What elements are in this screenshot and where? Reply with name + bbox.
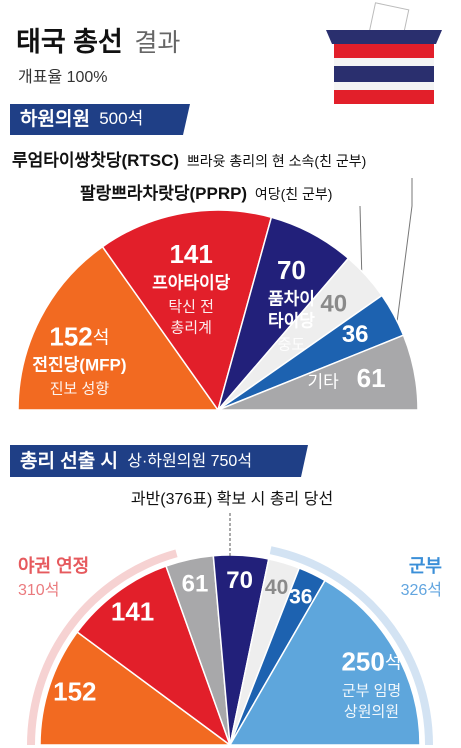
- title-suffix: 결과: [134, 29, 180, 57]
- text-line: 탁신 전: [168, 298, 214, 315]
- section-subtitle: 500석: [99, 109, 143, 128]
- group-arc: [269, 546, 433, 745]
- section-header: 총리 선출 시 상·하원의원 750석: [20, 450, 252, 472]
- section-title: 총리 선출 시: [20, 450, 118, 472]
- party-name: 팔랑쁘라차랏당(PPRP): [80, 184, 247, 203]
- value-label: 70: [277, 255, 306, 285]
- value-label: 61: [357, 363, 386, 393]
- segment-name: 프아타이당: [152, 274, 231, 293]
- leader-line: [395, 178, 413, 331]
- segment-description: 중도: [278, 336, 306, 353]
- annotation: 과반(376표) 확보 시 총리 당선: [131, 490, 333, 508]
- subtitle: 개표율 100%: [18, 68, 108, 86]
- pie-segment: [17, 245, 220, 411]
- text-line: 상원의원: [344, 703, 399, 720]
- value-label: 40: [320, 291, 347, 318]
- callout: 루엄타이쌍찻당(RTSC) 쁘라윳 총리의 현 소속(친 군부): [12, 150, 366, 170]
- text-line: 석: [385, 652, 402, 672]
- value-label: 40: [265, 576, 288, 599]
- value-label: 36: [289, 585, 312, 608]
- section-subtitle: 상·하원의원 750석: [127, 452, 252, 470]
- group-value: 326석: [401, 581, 442, 599]
- value-label: 141: [169, 239, 212, 269]
- stripe: [334, 58, 434, 66]
- text-line: 전진당(MFP): [32, 356, 126, 375]
- value-label: 141: [111, 597, 154, 627]
- pie-segment: [101, 209, 273, 412]
- group-value: 310석: [18, 581, 59, 599]
- stripe: [334, 66, 434, 82]
- ballot-lid: [326, 30, 442, 44]
- value-label: 70: [226, 567, 253, 594]
- text-line: 프아타이당: [152, 274, 231, 293]
- value-label: 61: [182, 571, 209, 598]
- text-line: 군부 임명: [342, 682, 401, 699]
- text-line: 품차이: [268, 290, 315, 309]
- section-title: 하원의원: [20, 108, 90, 130]
- text-line: 152: [49, 321, 92, 351]
- text-line: 타이당: [268, 312, 315, 331]
- value-label: 152석: [49, 321, 109, 351]
- segment-name: 전진당(MFP): [32, 356, 126, 375]
- text-line: 기타: [308, 373, 340, 392]
- section-bar: [10, 104, 190, 135]
- leader-line: [359, 205, 363, 283]
- section-bar: [10, 445, 308, 477]
- segment-name: 기타: [308, 373, 340, 392]
- pie-segment: [217, 334, 419, 411]
- party-description: 여당(친 군부): [255, 186, 333, 202]
- callout: 팔랑쁘라차랏당(PPRP) 여당(친 군부): [80, 184, 332, 203]
- text-line: 250: [341, 646, 384, 676]
- stripe: [334, 44, 434, 58]
- segment-description: 진보 성향: [50, 380, 110, 397]
- stripe: [334, 82, 434, 90]
- title-main: 태국 총선: [16, 27, 123, 57]
- value-label: 250석: [341, 646, 401, 676]
- pie-segment: [228, 579, 421, 746]
- text-line: 진보 성향: [50, 380, 110, 397]
- group-name: 군부: [409, 556, 442, 576]
- text-line: 총리계: [170, 319, 211, 336]
- party-description: 쁘라윳 총리의 현 소속(친 군부): [187, 153, 366, 169]
- party-name: 루엄타이쌍찻당(RTSC): [12, 150, 179, 170]
- title: 태국 총선 결과: [16, 27, 180, 57]
- value-label: 152: [53, 677, 96, 707]
- text-line: 석: [93, 327, 110, 347]
- stripe: [334, 90, 434, 104]
- text-line: 중도: [278, 336, 306, 353]
- value-label: 36: [342, 321, 369, 348]
- ballot-box-icon: [326, 2, 442, 104]
- group-arc: [27, 549, 178, 745]
- section-header: 하원의원 500석: [20, 108, 143, 130]
- group-name: 야권 연정: [18, 556, 89, 576]
